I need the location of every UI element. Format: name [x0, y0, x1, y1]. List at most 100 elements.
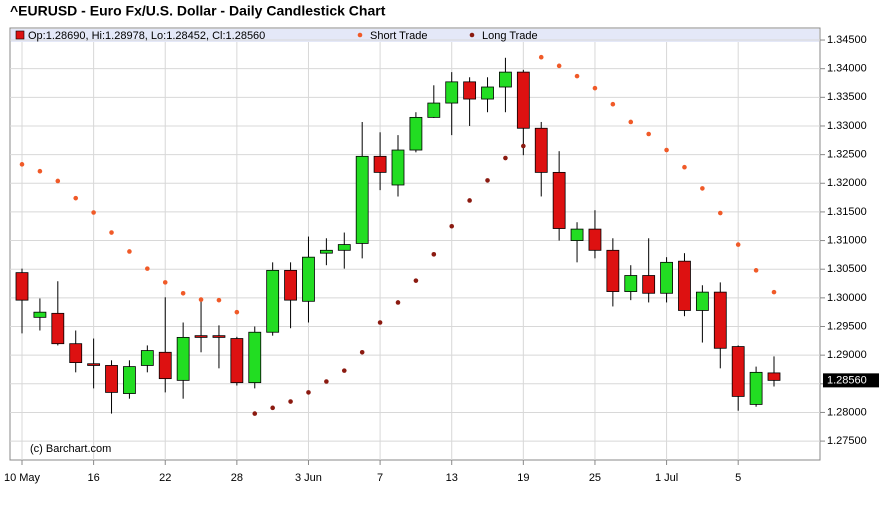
- candle-body: [284, 269, 297, 301]
- y-tick-label: 1.29500: [827, 320, 867, 332]
- candle-body: [302, 256, 315, 302]
- sar-dot: [395, 300, 401, 305]
- x-tick-label: 16: [87, 472, 99, 484]
- sar-dot: [700, 186, 705, 191]
- y-tick-label: 1.32500: [827, 149, 867, 161]
- sar-dot: [628, 119, 634, 125]
- x-tick-label: 22: [159, 472, 171, 484]
- candle-body: [570, 228, 584, 241]
- sar-dot: [180, 290, 186, 296]
- x-tick-label: 13: [446, 472, 458, 484]
- sar-dot: [431, 252, 437, 257]
- candle-body: [588, 228, 602, 251]
- chart-title: ^EURUSD - Euro Fx/U.S. Dollar - Daily Ca…: [10, 3, 386, 19]
- sar-dot: [234, 309, 240, 315]
- sar-dot: [19, 162, 25, 167]
- y-tick-label: 1.34500: [827, 34, 867, 46]
- sar-dot: [503, 155, 508, 161]
- candle-body: [87, 363, 101, 366]
- sar-dot: [216, 297, 222, 303]
- sar-dot: [682, 164, 687, 170]
- credit: (c) Barchart.com: [30, 443, 111, 455]
- sar-dot: [377, 320, 383, 325]
- x-tick-label: 1 Jul: [655, 472, 678, 484]
- sar-dot: [55, 178, 61, 184]
- sar-dot: [592, 85, 598, 91]
- candle-body: [373, 155, 387, 173]
- sar-dot: [341, 368, 347, 373]
- last-price-box: [823, 373, 879, 388]
- sar-dot: [73, 195, 79, 201]
- legend-marker: [469, 32, 475, 38]
- legend-swatch: [15, 30, 25, 40]
- legend-ohlc: Op:1.28690, Hi:1.28978, Lo:1.28452, Cl:1…: [28, 30, 265, 42]
- candle-body: [355, 155, 369, 244]
- candle-body: [749, 371, 763, 405]
- x-tick-label: 19: [517, 472, 529, 484]
- sar-dot: [252, 411, 258, 416]
- candle-body: [409, 116, 423, 151]
- candle-body: [427, 102, 441, 118]
- sar-dot: [449, 223, 455, 229]
- y-tick-label: 1.28000: [827, 406, 867, 418]
- candle-body: [534, 127, 548, 173]
- candle-body: [69, 343, 83, 363]
- sar-dot: [324, 379, 329, 384]
- sar-dot: [359, 349, 365, 355]
- legend-band: [11, 29, 819, 42]
- x-tick-label: 28: [231, 472, 243, 484]
- candle-body: [337, 244, 351, 251]
- sar-dot: [145, 266, 150, 271]
- plot-area: [9, 27, 821, 461]
- candle-body: [516, 71, 530, 129]
- candle-body: [123, 366, 136, 394]
- candle-body: [499, 71, 512, 88]
- candle-body: [140, 350, 154, 366]
- last-price-label: 1.28560: [827, 374, 867, 386]
- candle-body: [642, 275, 656, 294]
- sar-dot: [771, 289, 777, 295]
- sar-dot: [91, 210, 96, 215]
- y-tick-label: 1.31500: [827, 206, 867, 218]
- candle-body: [606, 249, 620, 292]
- y-tick-label: 1.30000: [827, 292, 867, 304]
- candle-body: [176, 336, 190, 381]
- candle-body: [481, 86, 494, 100]
- candle-body: [158, 351, 172, 380]
- candle-body: [51, 312, 65, 345]
- candle-body: [248, 331, 262, 384]
- candle-body: [15, 272, 29, 301]
- legend-marker: [357, 32, 363, 38]
- sar-dot: [162, 280, 168, 285]
- legend-label: Long Trade: [482, 30, 538, 42]
- sar-dot: [37, 168, 43, 174]
- sar-dot: [127, 249, 132, 254]
- sar-dot: [556, 63, 562, 69]
- sar-dot: [664, 147, 669, 153]
- candle-body: [194, 335, 208, 338]
- candle-body: [713, 291, 727, 349]
- x-tick-label: 3 Jun: [295, 472, 322, 484]
- y-tick-label: 1.34000: [827, 63, 867, 75]
- sar-dot: [610, 101, 616, 107]
- y-tick-label: 1.30500: [827, 263, 867, 275]
- marks: [15, 54, 781, 416]
- candle-body: [105, 365, 118, 393]
- sar-dot: [485, 178, 490, 183]
- sar-dot: [521, 143, 526, 149]
- sar-dot: [538, 54, 544, 60]
- candle-body: [391, 149, 405, 186]
- candle-body: [552, 171, 566, 229]
- candle-body: [319, 249, 333, 254]
- sar-dot: [574, 73, 580, 79]
- x-tick-label: 7: [377, 472, 383, 484]
- sar-dot: [109, 230, 114, 235]
- candle-body: [445, 81, 459, 104]
- y-tick-label: 1.27500: [827, 435, 867, 447]
- x-tick-label: 5: [735, 472, 741, 484]
- y-tick-label: 1.31000: [827, 234, 867, 246]
- candle-body: [33, 311, 47, 318]
- candle-body: [678, 260, 691, 311]
